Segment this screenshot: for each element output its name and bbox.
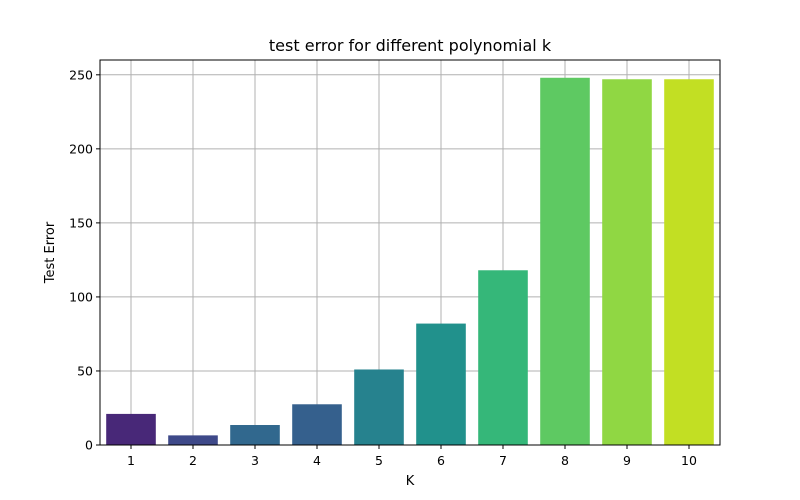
- bar-k-5: [354, 369, 404, 445]
- bar-k-2: [168, 435, 218, 445]
- bar-k-10: [664, 79, 714, 445]
- plot-frame: [99, 59, 721, 446]
- chart-title: test error for different polynomial k: [269, 36, 552, 55]
- y-axis-label: Test Error: [43, 221, 58, 284]
- y-tick-label: 100: [69, 289, 93, 304]
- x-tick-label: 3: [251, 453, 259, 468]
- y-tick-label: 150: [69, 215, 93, 230]
- x-tick-label: 1: [127, 453, 135, 468]
- bars: [106, 77, 714, 446]
- bar-k-9: [602, 79, 652, 445]
- bar-k-1: [106, 413, 156, 445]
- bar-k-4: [292, 404, 342, 445]
- x-axis-ticks: 1 2 3 4 5 6 7 8 9 10: [127, 445, 697, 468]
- x-axis-label: K: [406, 474, 415, 489]
- bar-k-6: [416, 323, 466, 445]
- bar-k-8: [540, 77, 590, 446]
- y-tick-label: 50: [77, 363, 93, 378]
- x-tick-label: 9: [623, 453, 631, 468]
- x-tick-label: 6: [437, 453, 445, 468]
- y-tick-label: 0: [85, 438, 93, 453]
- x-tick-label: 7: [499, 453, 507, 468]
- x-tick-label: 4: [313, 453, 321, 468]
- y-tick-label: 250: [69, 67, 93, 82]
- bar-k-7: [478, 270, 528, 445]
- y-axis-ticks: 0 50 100 150 200 250: [69, 67, 100, 453]
- x-tick-label: 8: [561, 453, 569, 468]
- bar-k-3: [230, 425, 280, 445]
- x-tick-label: 2: [189, 453, 197, 468]
- x-tick-label: 5: [375, 453, 383, 468]
- y-tick-label: 200: [69, 141, 93, 156]
- x-tick-label: 10: [681, 453, 697, 468]
